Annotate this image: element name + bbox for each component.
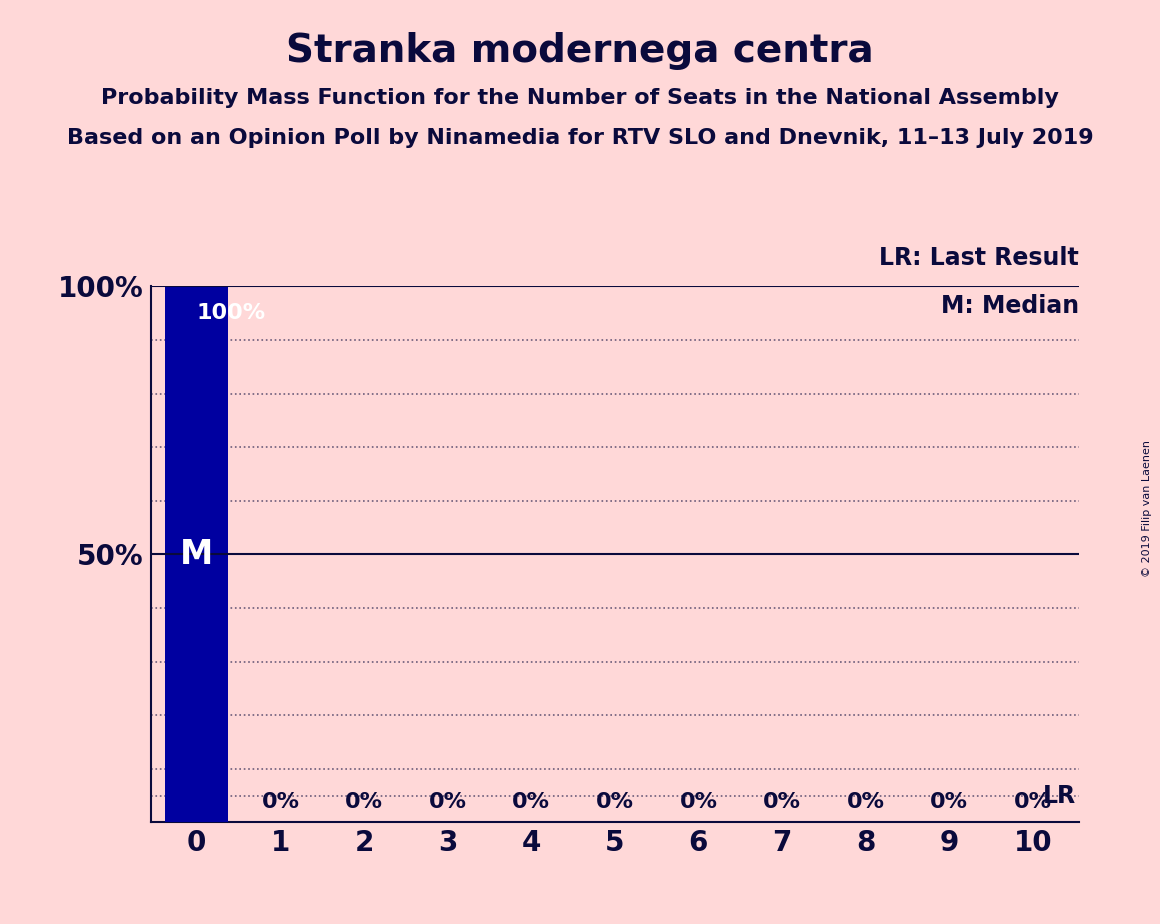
Text: LR: Last Result: LR: Last Result <box>879 247 1079 271</box>
Text: 0%: 0% <box>680 792 717 811</box>
Text: M: M <box>180 538 213 571</box>
Text: M: Median: M: Median <box>941 295 1079 319</box>
Text: 0%: 0% <box>596 792 633 811</box>
Text: 100%: 100% <box>197 302 266 322</box>
Text: © 2019 Filip van Laenen: © 2019 Filip van Laenen <box>1141 440 1152 577</box>
Text: Based on an Opinion Poll by Ninamedia for RTV SLO and Dnevnik, 11–13 July 2019: Based on an Opinion Poll by Ninamedia fo… <box>66 128 1094 148</box>
Text: 0%: 0% <box>847 792 885 811</box>
Text: Probability Mass Function for the Number of Seats in the National Assembly: Probability Mass Function for the Number… <box>101 88 1059 108</box>
Text: 0%: 0% <box>513 792 550 811</box>
Text: 0%: 0% <box>261 792 299 811</box>
Bar <box>166 286 229 822</box>
Text: 0%: 0% <box>930 792 969 811</box>
Text: 0%: 0% <box>428 792 466 811</box>
Text: Stranka modernega centra: Stranka modernega centra <box>287 32 873 70</box>
Text: LR: LR <box>1043 784 1076 808</box>
Text: 0%: 0% <box>345 792 383 811</box>
Text: 0%: 0% <box>1014 792 1052 811</box>
Text: 0%: 0% <box>763 792 802 811</box>
